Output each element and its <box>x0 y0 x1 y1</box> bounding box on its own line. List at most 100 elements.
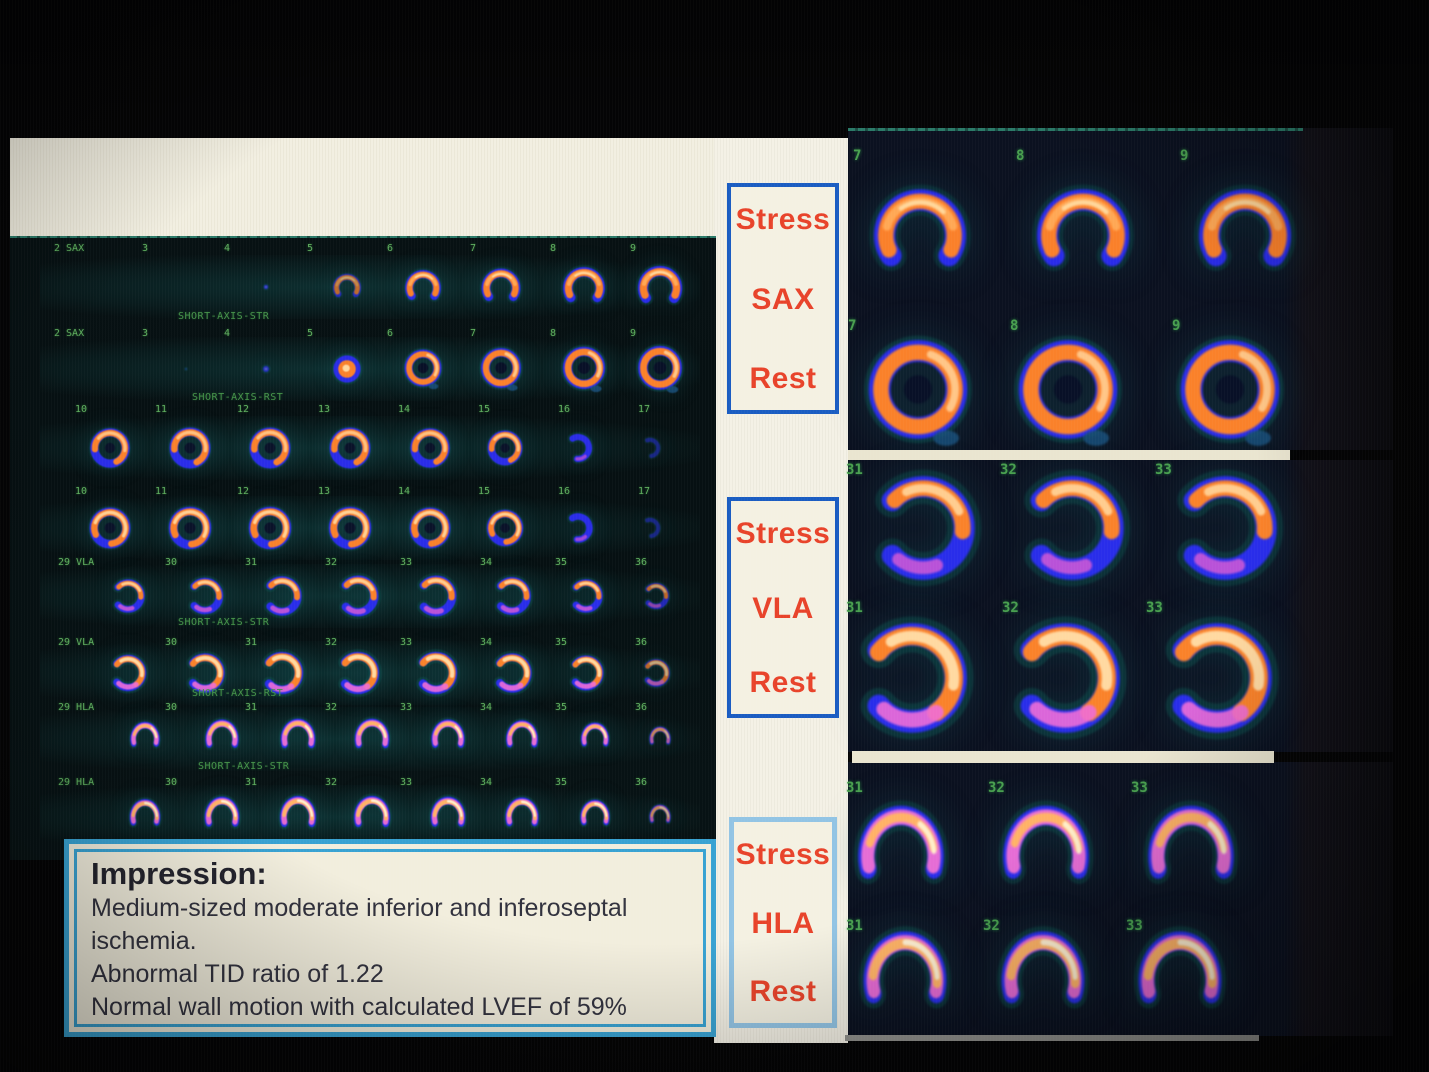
spect-slice-vla_rest <box>562 649 610 697</box>
spect-slice-dot <box>259 280 273 294</box>
slice-number: 16 <box>558 404 571 415</box>
slice-number: 5 <box>307 243 314 254</box>
spect-slice-hla_stress <box>498 715 546 763</box>
series-label: 29 VLA <box>58 637 95 648</box>
spect-slice-hla_rest <box>422 791 474 843</box>
slice-number: 31 <box>846 462 863 478</box>
series-label: 2 SAX <box>54 328 85 339</box>
spect-slice-vla_rest <box>253 644 311 702</box>
spect-slice-hla_stress <box>123 717 167 761</box>
view-label: SAX <box>751 282 815 316</box>
spect-slice-vla_stress <box>563 573 609 619</box>
spect-slice-hla_stress <box>346 713 398 765</box>
spect-slice-vla_stress <box>180 571 230 621</box>
slice-number: 9 <box>630 328 637 339</box>
spect-slice-vla_rest <box>485 646 539 700</box>
slice-number: 10 <box>75 404 88 415</box>
slice-number: 9 <box>1172 318 1181 334</box>
spect-slice-large-sax_rest <box>1004 328 1132 456</box>
series-caption: SHORT-AXIS-STR <box>178 311 270 322</box>
spect-slice-sax_mid_stress <box>482 425 528 471</box>
slice-number: 34 <box>480 557 493 568</box>
slice-number: 6 <box>387 243 394 254</box>
slice-number: 36 <box>635 637 648 648</box>
slice-number: 33 <box>400 637 413 648</box>
spect-slice-sax_rest <box>399 345 447 393</box>
slice-number: 15 <box>478 404 491 415</box>
spect-slice-sax_solid <box>327 349 367 389</box>
impression-line: Medium-sized moderate inferior and infer… <box>91 893 628 922</box>
spect-slice-vla_stress <box>486 570 538 622</box>
slice-number: 32 <box>1000 462 1017 478</box>
montage-top-separator <box>10 236 716 238</box>
slice-number: 15 <box>478 486 491 497</box>
spect-slice-hla_rest <box>122 794 168 840</box>
slice-number: 17 <box>638 404 651 415</box>
spect-slice-hla_rest <box>573 795 617 839</box>
slice-number: 36 <box>635 702 648 713</box>
slice-number: 8 <box>550 328 557 339</box>
slice-number: 11 <box>155 404 168 415</box>
slice-number: 32 <box>988 780 1005 796</box>
slice-number: 3 <box>142 328 149 339</box>
impression-line: ischemia. <box>91 926 197 955</box>
spect-slice-sax_mid_stress <box>84 422 136 474</box>
spect-slice-sax_mid_stress <box>404 422 456 474</box>
slice-number: 6 <box>387 328 394 339</box>
impression-inner-frame: Impression: Medium-sized moderate inferi… <box>74 849 706 1027</box>
series-caption: SHORT-AXIS-RST <box>192 392 284 403</box>
slice-number: 34 <box>480 702 493 713</box>
slice-number: 36 <box>635 777 648 788</box>
slice-number: 30 <box>165 637 178 648</box>
spect-slice-large-hla_rest <box>981 918 1105 1042</box>
spect-slice-large-vla_stress <box>1154 457 1296 599</box>
slice-number: 30 <box>165 557 178 568</box>
slice-number: 31 <box>846 918 863 934</box>
slice-number: 35 <box>555 702 568 713</box>
spect-slice-hla_rest <box>196 791 248 843</box>
slice-number: 35 <box>555 637 568 648</box>
slice-number: 16 <box>558 486 571 497</box>
spect-slice-vla_stress <box>638 578 674 614</box>
rest-label: Rest <box>749 362 817 395</box>
spect-slice-hla_stress <box>272 713 324 765</box>
spect-slice-large-vla_stress <box>1001 457 1143 599</box>
slice-number: 35 <box>555 777 568 788</box>
slice-number: 36 <box>635 557 648 568</box>
spect-slice-vla_rest <box>637 654 675 692</box>
slice-number: 7 <box>848 318 857 334</box>
spect-slice-vla_rest <box>103 648 153 698</box>
spect-slice-sax_mid_stress <box>243 421 297 475</box>
spect-slice-large-hla_stress <box>837 792 965 920</box>
spect-slice-crescent <box>557 427 599 469</box>
slice-number: 32 <box>325 702 338 713</box>
spect-slice-hla_rest <box>644 801 676 833</box>
impression-text: Medium-sized moderate inferior and infer… <box>91 892 689 1024</box>
spect-slice-sax_mid_rest <box>242 500 298 556</box>
spect-slice-large-vla_rest <box>837 603 987 753</box>
slice-number: 34 <box>480 637 493 648</box>
slice-number: 8 <box>1010 318 1019 334</box>
slice-number: 5 <box>307 328 314 339</box>
slice-number: 31 <box>846 600 863 616</box>
slice-number: 17 <box>638 486 651 497</box>
spect-slice-dot <box>256 359 276 379</box>
series-label: 29 HLA <box>58 702 95 713</box>
slice-number: 33 <box>400 777 413 788</box>
spect-slice-large-hla_stress <box>982 792 1110 920</box>
separator-bar <box>852 751 1274 763</box>
spect-slice-hla_stress <box>644 723 676 755</box>
spect-slice-hla_rest <box>497 792 547 842</box>
slice-number: 14 <box>398 486 411 497</box>
panel-top-separator <box>848 128 1303 131</box>
separator-bar <box>845 1035 1259 1041</box>
slice-number: 31 <box>245 637 258 648</box>
spect-slice-large-sax_stress <box>861 174 979 292</box>
spect-slice-sax_mid_rest <box>403 501 457 555</box>
slice-number: 9 <box>630 243 637 254</box>
spect-slice-vla_stress <box>330 568 386 624</box>
spect-slice-crescent_faint <box>633 431 667 465</box>
rest-label: Rest <box>749 975 817 1008</box>
spect-slice-large-sax_stress <box>1024 174 1142 292</box>
